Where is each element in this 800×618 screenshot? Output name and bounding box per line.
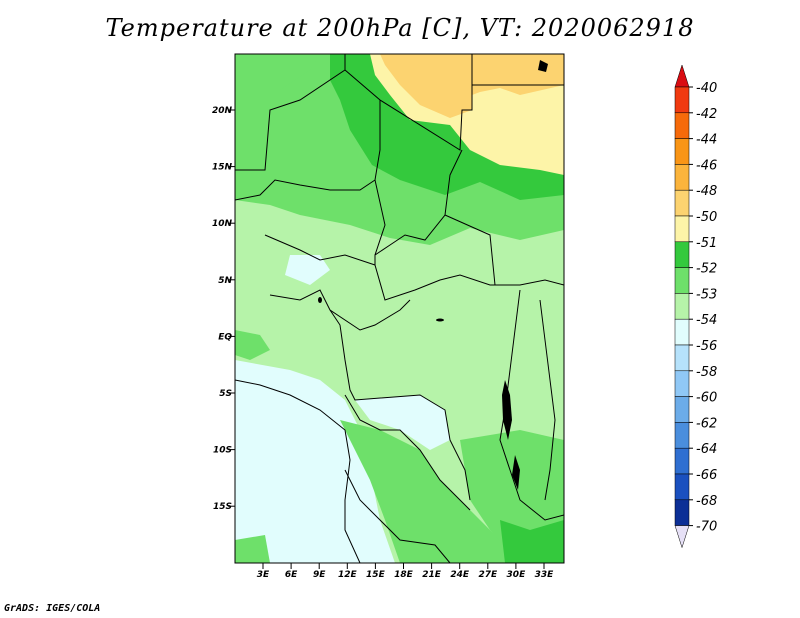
lat-label: 10N: [212, 219, 233, 229]
lat-label: 20N: [212, 106, 233, 116]
colorbar-swatch: [674, 112, 690, 139]
map-title: Temperature at 200hPa [C], VT: 202006291…: [105, 14, 695, 42]
colorbar-label: -70: [696, 520, 717, 535]
latitude-axis: 20N 15N 10N 5N EQ 5S 10S 15S: [212, 106, 235, 512]
lon-label: 3E: [257, 570, 270, 580]
grads-credit: GrADS: IGES/COLA: [4, 603, 101, 614]
lon-label: 9E: [313, 570, 326, 580]
colorbar-swatch: [674, 138, 690, 165]
colorbar-swatch: [674, 370, 690, 397]
colorbar-label: -50: [696, 210, 717, 225]
colorbar-swatch: [674, 344, 690, 372]
temperature-field: [235, 54, 564, 563]
colorbar-bottom-arrow: [674, 525, 690, 549]
colorbar-swatch: [674, 447, 690, 475]
lat-label: 15N: [212, 163, 233, 173]
colorbar-label: -58: [696, 365, 717, 380]
colorbar-label: -40: [696, 81, 717, 96]
colorbar-swatch: [674, 422, 690, 449]
colorbar-label: -60: [696, 391, 717, 406]
lon-label: 24E: [450, 570, 470, 580]
colorbar-label: -44: [696, 133, 717, 148]
lon-label: 27E: [478, 570, 498, 580]
colorbar-label: -51: [696, 236, 717, 251]
colorbar-swatch: [674, 267, 690, 294]
colorbar-label: -68: [696, 494, 717, 509]
lon-label: 18E: [394, 570, 414, 580]
lon-label: 21E: [422, 570, 442, 580]
colorbar-swatch: [674, 318, 690, 346]
colorbar-label: -66: [696, 468, 717, 483]
colorbar-swatch: [674, 164, 690, 191]
lat-label: 5N: [218, 276, 232, 286]
colorbar-label: -42: [696, 107, 717, 122]
colorbar-label: -64: [696, 442, 717, 457]
colorbar-top-arrow: [674, 64, 690, 88]
colorbar-swatch: [674, 86, 690, 114]
colorbar-label: -46: [696, 158, 717, 173]
colorbar-swatch: [674, 499, 690, 526]
colorbar-swatch: [674, 241, 690, 268]
colorbar-swatch: [674, 473, 690, 501]
colorbar-label: -48: [696, 184, 717, 199]
colorbar-label: -62: [696, 416, 717, 431]
lon-label: 15E: [366, 570, 386, 580]
longitude-axis: 3E 6E 9E 12E 15E 18E 21E 24E 27E 30E 33E: [257, 563, 554, 580]
lat-label: 5S: [219, 389, 232, 399]
map-frame: [234, 53, 565, 564]
colorbar: -40 -42 -44 -46 -48 -50 -51 -52 -53 -54 -56 -58 -60 -…: [674, 64, 717, 549]
lat-label: EQ: [218, 332, 232, 342]
lon-label: 33E: [535, 570, 555, 580]
lat-label: 15S: [213, 502, 232, 512]
colorbar-label: -54: [696, 313, 717, 328]
lat-label: 10S: [213, 446, 232, 456]
colorbar-swatch: [674, 293, 690, 320]
lon-label: 6E: [285, 570, 298, 580]
colorbar-label: -53: [696, 287, 717, 302]
lon-label: 12E: [338, 570, 358, 580]
colorbar-swatch: [674, 396, 690, 423]
lon-label: 30E: [507, 570, 527, 580]
colorbar-label: -52: [696, 262, 717, 277]
colorbar-swatch: [674, 215, 690, 243]
colorbar-swatch: [674, 189, 690, 217]
colorbar-label: -56: [696, 339, 717, 354]
